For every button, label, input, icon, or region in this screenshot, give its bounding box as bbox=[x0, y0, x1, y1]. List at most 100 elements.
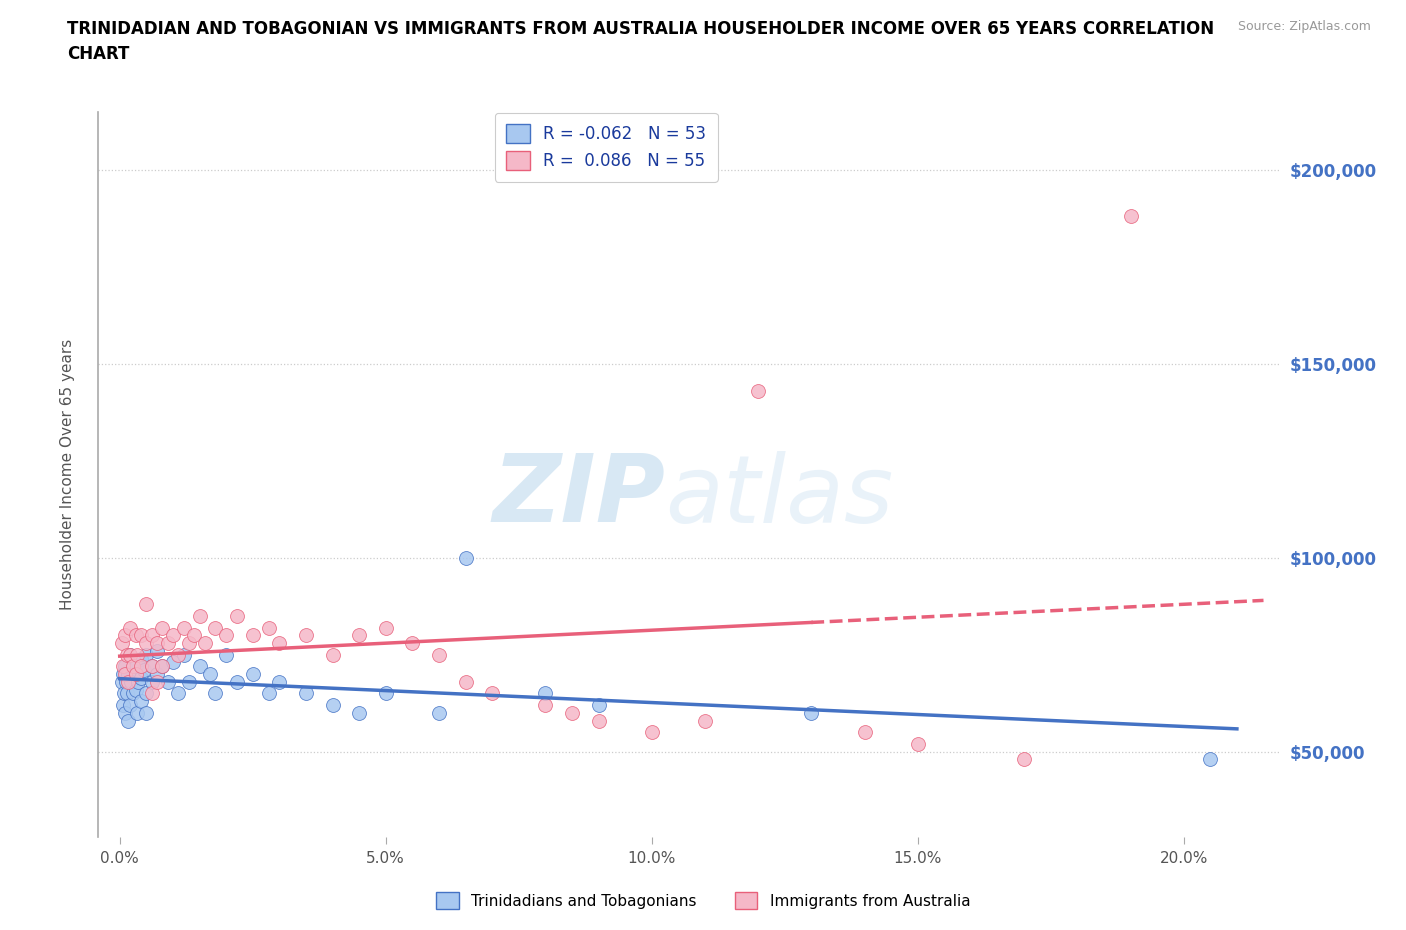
Point bbox=[146, 674, 169, 689]
Point bbox=[132, 663, 155, 678]
Point bbox=[115, 674, 138, 689]
Point bbox=[173, 620, 195, 635]
Point bbox=[427, 647, 450, 662]
Point bbox=[321, 647, 343, 662]
Point bbox=[122, 686, 145, 701]
Point bbox=[114, 706, 136, 721]
Point bbox=[534, 698, 557, 712]
Point bbox=[215, 647, 238, 662]
Legend: R = -0.062   N = 53, R =  0.086   N = 55: R = -0.062 N = 53, R = 0.086 N = 55 bbox=[495, 113, 718, 181]
Point bbox=[173, 647, 195, 662]
Text: TRINIDADIAN AND TOBAGONIAN VS IMMIGRANTS FROM AUSTRALIA HOUSEHOLDER INCOME OVER : TRINIDADIAN AND TOBAGONIAN VS IMMIGRANTS… bbox=[67, 20, 1215, 38]
Point bbox=[135, 647, 157, 662]
Point bbox=[117, 674, 139, 689]
Point bbox=[115, 686, 138, 701]
Point bbox=[111, 635, 134, 650]
Point bbox=[114, 658, 136, 673]
Point bbox=[188, 658, 211, 673]
Point bbox=[269, 635, 291, 650]
Text: ZIP: ZIP bbox=[492, 450, 665, 542]
Point bbox=[141, 658, 163, 673]
Point bbox=[215, 628, 238, 643]
Point bbox=[135, 686, 157, 701]
Point bbox=[111, 674, 134, 689]
Point bbox=[1012, 752, 1035, 767]
Point bbox=[129, 671, 152, 685]
Point bbox=[112, 686, 135, 701]
Point bbox=[641, 724, 664, 739]
Point bbox=[114, 628, 136, 643]
Point bbox=[129, 628, 152, 643]
Point bbox=[141, 686, 163, 701]
Text: CHART: CHART bbox=[67, 45, 129, 62]
Point bbox=[347, 628, 370, 643]
Y-axis label: Householder Income Over 65 years: Householder Income Over 65 years bbox=[60, 339, 75, 610]
Point bbox=[120, 647, 142, 662]
Point bbox=[135, 635, 157, 650]
Point bbox=[257, 686, 280, 701]
Point bbox=[120, 647, 142, 662]
Point bbox=[111, 658, 134, 673]
Point bbox=[129, 651, 152, 666]
Point bbox=[454, 674, 477, 689]
Point bbox=[125, 647, 148, 662]
Point bbox=[117, 713, 139, 728]
Point bbox=[183, 628, 205, 643]
Legend: Trinidadians and Tobagonians, Immigrants from Australia: Trinidadians and Tobagonians, Immigrants… bbox=[430, 886, 976, 915]
Point bbox=[127, 674, 149, 689]
Point bbox=[112, 667, 135, 682]
Point bbox=[257, 620, 280, 635]
Point bbox=[188, 608, 211, 623]
Point bbox=[907, 737, 929, 751]
Point bbox=[177, 674, 200, 689]
Point bbox=[156, 635, 179, 650]
Point bbox=[588, 698, 610, 712]
Point bbox=[125, 706, 148, 721]
Point bbox=[225, 674, 247, 689]
Point bbox=[225, 608, 247, 623]
Point bbox=[146, 635, 169, 650]
Point bbox=[135, 706, 157, 721]
Point bbox=[167, 686, 190, 701]
Point bbox=[1199, 752, 1222, 767]
Point bbox=[167, 647, 190, 662]
Point bbox=[295, 628, 318, 643]
Point bbox=[374, 686, 396, 701]
Point bbox=[853, 724, 876, 739]
Text: Source: ZipAtlas.com: Source: ZipAtlas.com bbox=[1237, 20, 1371, 33]
Point bbox=[122, 658, 145, 673]
Point bbox=[150, 658, 173, 673]
Point bbox=[269, 674, 291, 689]
Point bbox=[198, 667, 221, 682]
Text: atlas: atlas bbox=[665, 450, 894, 541]
Point bbox=[693, 713, 716, 728]
Point bbox=[561, 706, 583, 721]
Point bbox=[120, 620, 142, 635]
Point bbox=[427, 706, 450, 721]
Point bbox=[117, 667, 139, 682]
Point bbox=[162, 655, 184, 670]
Point bbox=[120, 674, 142, 689]
Point bbox=[141, 628, 163, 643]
Point bbox=[124, 658, 146, 673]
Point bbox=[454, 551, 477, 565]
Point bbox=[135, 597, 157, 612]
Point bbox=[115, 647, 138, 662]
Point bbox=[120, 698, 142, 712]
Point bbox=[146, 644, 169, 658]
Point bbox=[747, 383, 769, 398]
Point bbox=[141, 674, 163, 689]
Point bbox=[162, 628, 184, 643]
Point bbox=[204, 686, 226, 701]
Point bbox=[1119, 209, 1142, 224]
Point bbox=[177, 635, 200, 650]
Point bbox=[129, 694, 152, 709]
Point bbox=[194, 635, 217, 650]
Point bbox=[114, 667, 136, 682]
Point bbox=[588, 713, 610, 728]
Point bbox=[124, 628, 146, 643]
Point bbox=[146, 667, 169, 682]
Point bbox=[374, 620, 396, 635]
Point bbox=[129, 658, 152, 673]
Point bbox=[204, 620, 226, 635]
